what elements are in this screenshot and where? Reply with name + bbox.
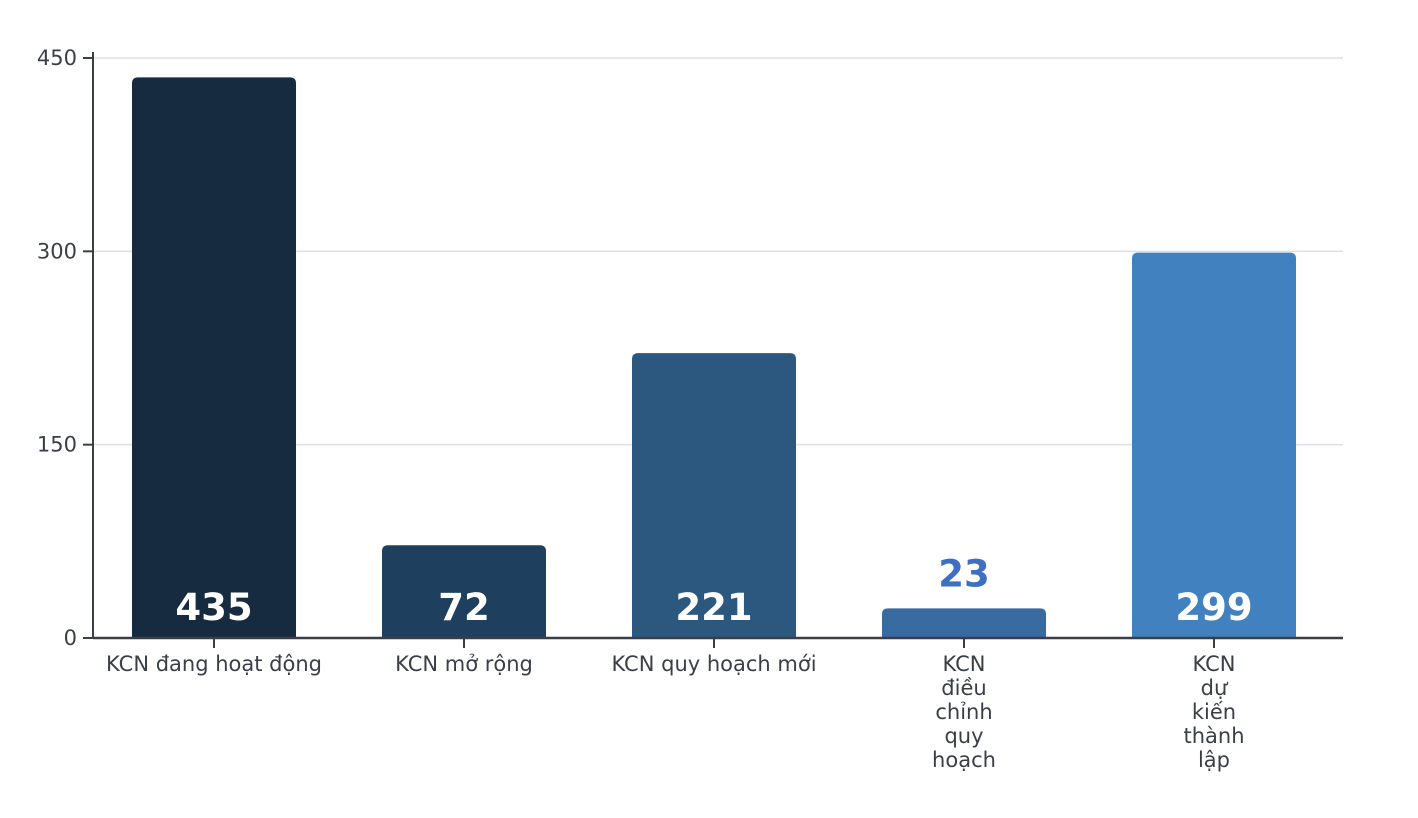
bar — [132, 77, 296, 639]
x-tick-label: KCN — [943, 652, 986, 676]
bar — [382, 545, 546, 638]
bar — [632, 353, 796, 638]
y-tick-label: 300 — [37, 239, 77, 263]
data-label: 72 — [438, 586, 490, 629]
data-label: 435 — [175, 586, 252, 629]
bar — [1132, 252, 1296, 638]
x-tick-label: KCN — [1193, 652, 1236, 676]
x-tick-label: thành — [1183, 724, 1244, 748]
bar — [882, 608, 1046, 638]
x-tick-label: KCN mở rộng — [395, 652, 533, 676]
x-tick-label: lập — [1198, 748, 1230, 772]
x-tick-label: chỉnh — [935, 700, 992, 724]
x-tick-label: KCN đang hoạt động — [106, 652, 322, 676]
x-tick-label: điều — [941, 676, 986, 700]
x-tick-label: hoạch — [932, 748, 996, 772]
y-tick-label: 0 — [64, 626, 77, 650]
y-tick-label: 150 — [37, 433, 77, 457]
x-ticks: KCN đang hoạt động KCN mở rộng KCN quy hoạ… — [106, 638, 1245, 772]
y-ticks: 0 150 300 450 — [37, 46, 93, 650]
x-tick-label: quy — [944, 724, 983, 748]
x-tick-label: kiến — [1192, 700, 1236, 724]
y-tick-label: 450 — [37, 46, 77, 70]
data-label: 23 — [938, 552, 990, 595]
bars — [132, 77, 1296, 639]
data-label: 221 — [675, 586, 752, 629]
axes — [92, 52, 1343, 640]
data-label: 299 — [1175, 586, 1252, 629]
x-tick-label: KCN quy hoạch mới — [611, 652, 816, 676]
x-tick-label: dự — [1201, 676, 1229, 700]
data-labels: 435 72 221 23 299 — [175, 552, 1252, 629]
